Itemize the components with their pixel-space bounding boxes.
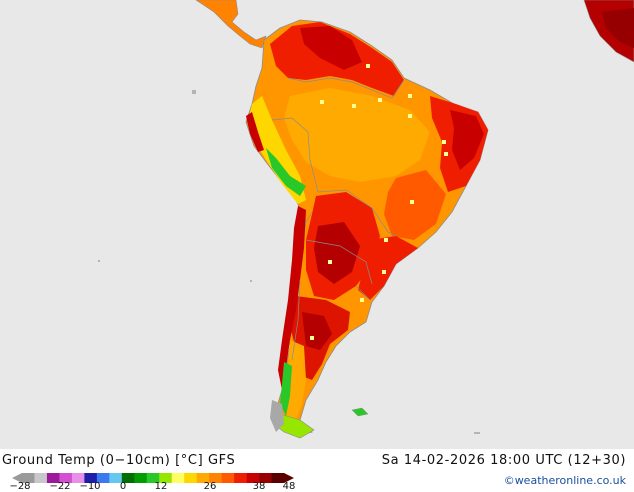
- info-bar: Ground Temp (0−10cm) [°C] GFS Sa 14-02-2…: [0, 449, 634, 492]
- legend-swatch: [159, 473, 173, 483]
- legend-swatch: [259, 473, 272, 483]
- legend-tick-label: −22: [49, 481, 71, 492]
- temperature-map: [0, 0, 634, 449]
- legend-swatch: [109, 473, 123, 483]
- legend-ticks: −28 −22 −10 0 12 26 38 48: [0, 482, 310, 492]
- legend-swatch: [96, 473, 110, 483]
- legend-swatch: [221, 473, 235, 483]
- legend-swatch: [271, 473, 285, 483]
- southern-islands: [270, 400, 284, 432]
- forecast-datetime: Sa 14-02-2026 18:00 UTC (12+30): [381, 453, 626, 468]
- east-brazil: [384, 170, 446, 240]
- africa-hot-zone: [602, 8, 634, 48]
- legend-swatch: [134, 473, 148, 483]
- legend-tick-label: −10: [79, 481, 101, 492]
- legend-swatch: [234, 473, 247, 483]
- falkland-islands: [351, 407, 369, 417]
- color-legend: [12, 473, 294, 483]
- legend-swatch: [184, 473, 197, 483]
- chile-strip: [278, 206, 306, 390]
- ocean-islands: [98, 90, 480, 434]
- southern-tip-orange: [284, 340, 306, 420]
- legend-tick-label: 0: [119, 481, 127, 492]
- legend-tick-label: 38: [252, 481, 266, 492]
- legend-swatch: [196, 473, 210, 483]
- legend-tick-label: 26: [203, 481, 217, 492]
- legend-tick-label: −28: [9, 481, 31, 492]
- legend-swatch: [121, 473, 135, 483]
- legend-swatch: [34, 473, 48, 483]
- ne-brazil-hottest: [450, 110, 484, 170]
- andes-green: [266, 148, 306, 196]
- argentina-hottest: [314, 222, 360, 284]
- legend-swatch: [46, 473, 60, 483]
- amazon-region: [284, 88, 430, 182]
- legend-arrow-high: [284, 473, 294, 483]
- legend-arrow-low: [12, 473, 22, 483]
- legend-tick-label: 48: [282, 481, 296, 492]
- credit-link[interactable]: ©weatheronline.co.uk: [503, 474, 626, 487]
- city-markers: [310, 64, 448, 340]
- legend-swatch: [84, 473, 98, 483]
- legend-swatch: [22, 473, 35, 483]
- legend-swatch: [59, 473, 73, 483]
- legend-swatch: [246, 473, 260, 483]
- legend-swatch: [171, 473, 185, 483]
- legend-swatch: [71, 473, 85, 483]
- central-america: [195, 0, 267, 49]
- peru-coast-red: [246, 112, 264, 152]
- country-borders: [271, 77, 405, 361]
- patagonia-hot-core: [302, 312, 332, 350]
- southern-tip-green: [280, 362, 292, 416]
- legend-tick-label: 12: [154, 481, 168, 492]
- northeast-hot-region: [300, 26, 362, 70]
- legend-swatch: [209, 473, 222, 483]
- map-title: Ground Temp (0−10cm) [°C] GFS: [2, 453, 236, 468]
- south-brazil-hot: [358, 236, 418, 300]
- legend-swatch: [146, 473, 160, 483]
